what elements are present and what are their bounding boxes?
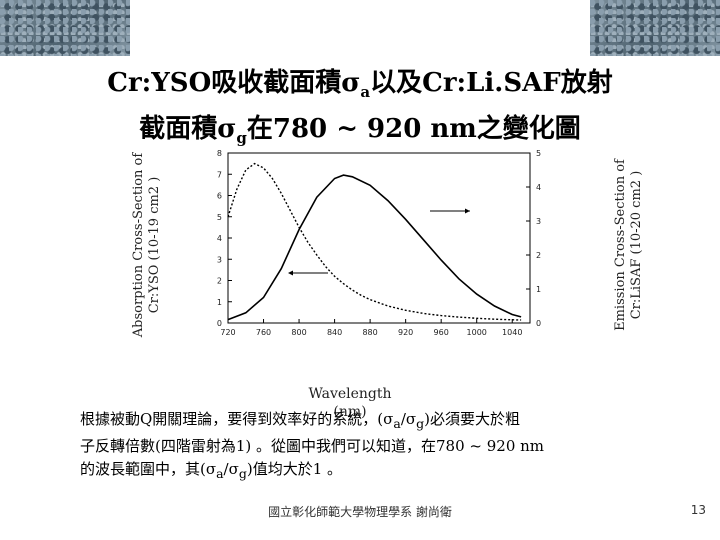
- body-line-1-part-e: )必須要大於粗: [424, 410, 521, 428]
- cross-section-chart: 0 1 2 3 4 5 6 7 8 0 1 2 3 4 5 720 760 800 840 880 920 960 1000…: [217, 149, 541, 337]
- left-tick-label: 5: [217, 213, 222, 222]
- body-line-3: 的波長範圍中，其(σa/σg)值均大於1 。: [80, 458, 660, 485]
- chart-right-axis-label: Emission Cross-Section of Cr:LiSAF (10-2…: [613, 145, 649, 345]
- right-axis-label-line1: Emission Cross-Section of: [613, 159, 628, 331]
- title-line2-subscript: g: [236, 129, 247, 147]
- absorption-series-line: [227, 162, 522, 321]
- title-line2-prefix: 截面積σ: [139, 114, 237, 144]
- body-line-1: 根據被動Q開關理論，要得到效率好的系統，(σa/σg)必須要大於粗: [80, 408, 660, 435]
- emission-indicator-arrowhead: [465, 208, 470, 214]
- left-tick-label: 4: [217, 234, 222, 243]
- page-number: 13: [690, 503, 706, 517]
- x-tick-label: 920: [398, 328, 413, 337]
- body-line-2: 子反轉倍數(四階雷射為1) 。從圖中我們可以知道，在780 ~ 920 nm: [80, 437, 545, 455]
- x-axis-unit: (nm): [333, 404, 367, 420]
- slide-footer: 國立彰化師範大學物理學系 謝尚衛: [268, 505, 452, 519]
- left-axis-label-line1: Absorption Cross-Section of: [131, 152, 146, 338]
- plot-frame: [227, 152, 531, 324]
- x-tick-label: 800: [291, 328, 306, 337]
- body-line-3-sub-a: a: [216, 466, 224, 481]
- x-tick-label: 720: [220, 328, 235, 337]
- right-tick-label: 1: [536, 285, 541, 294]
- x-tick-label: 1040: [502, 328, 522, 337]
- right-tick-label: 5: [536, 149, 541, 158]
- x-tick-label: 840: [327, 328, 342, 337]
- right-tick-label: 2: [536, 251, 541, 260]
- title-line2-suffix: 在780 ~ 920 nm之變化圖: [246, 114, 581, 144]
- corner-decoration-right: [590, 0, 720, 56]
- left-tick-label: 2: [217, 277, 222, 286]
- left-tick-label: 8: [217, 149, 222, 158]
- title-line1-suffix: 以及Cr:Li.SAF放射: [370, 68, 613, 98]
- x-tick-label: 960: [434, 328, 449, 337]
- chart-left-axis-label: Absorption Cross-Section of Cr:YSO (10-1…: [131, 145, 167, 345]
- left-axis-label-line2: Cr:YSO (10-19 cm2 ): [147, 176, 162, 314]
- body-line-3-sub-g: g: [238, 466, 247, 481]
- right-tick-label: 3: [536, 217, 541, 226]
- body-line-1-sub-g: g: [416, 416, 425, 431]
- chart-x-axis-label: Wavelength (nm): [300, 385, 400, 421]
- slide-title-line-2: 截面積σg在780 ~ 920 nm之變化圖: [0, 108, 720, 147]
- body-line-3-part-e: )值均大於1 。: [246, 460, 343, 478]
- x-tick-label: 1000: [467, 328, 487, 337]
- body-line-3-part-c: /σ: [223, 460, 239, 478]
- absorption-indicator-arrowhead: [288, 270, 293, 276]
- left-tick-label: 0: [217, 319, 222, 328]
- x-axis-label-text: Wavelength: [308, 386, 392, 402]
- left-tick-label: 7: [217, 170, 222, 179]
- body-line-1-part-a: 根據被動Q開關理論，要得到效率好的系統，(σ: [80, 410, 394, 428]
- slide-body-text: 根據被動Q開關理論，要得到效率好的系統，(σa/σg)必須要大於粗 子反轉倍數(…: [80, 408, 660, 485]
- right-tick-label: 4: [536, 183, 541, 192]
- emission-series-line: [227, 174, 522, 321]
- left-tick-label: 3: [217, 255, 222, 264]
- body-line-1-part-c: /σ: [400, 410, 417, 428]
- slide-title-line-1: Cr:YSO吸收截面積σa以及Cr:Li.SAF放射: [0, 62, 720, 101]
- title-line1-subscript: a: [360, 83, 371, 101]
- title-line1-prefix: Cr:YSO吸收截面積σ: [107, 68, 361, 98]
- x-tick-label: 880: [362, 328, 377, 337]
- x-tick-label: 760: [256, 328, 271, 337]
- left-tick-label: 1: [217, 298, 222, 307]
- corner-decoration-left: [0, 0, 130, 56]
- left-tick-label: 6: [217, 192, 222, 201]
- right-tick-label: 0: [536, 319, 541, 328]
- body-line-3-part-a: 的波長範圍中，其(σ: [80, 460, 217, 478]
- right-axis-label-line2: Cr:LiSAF (10-20 cm2 ): [629, 170, 644, 320]
- body-line-1-sub-a: a: [393, 416, 401, 431]
